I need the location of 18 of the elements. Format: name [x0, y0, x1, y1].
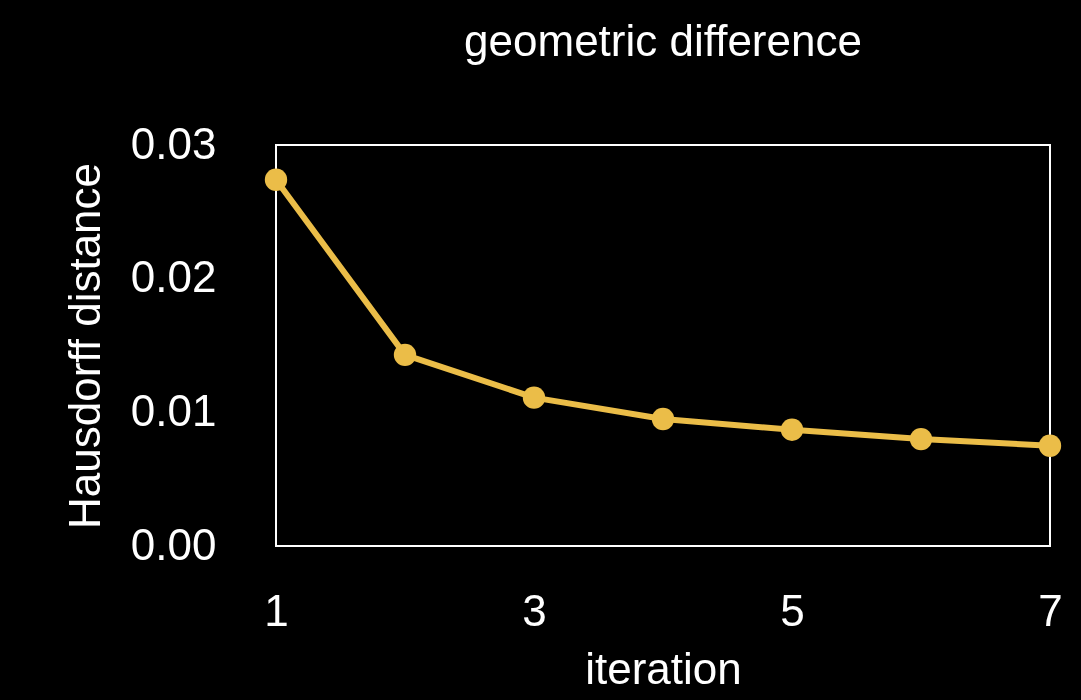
point [909, 427, 933, 451]
point [264, 168, 288, 191]
y-tick-label: 0.03 [130, 118, 217, 168]
x-tick-label: 7 [1038, 585, 1063, 635]
chart-title: geometric difference [464, 16, 862, 65]
y-tick-label: 0.00 [130, 519, 217, 569]
x-axis-title: iteration [585, 643, 742, 693]
point [393, 343, 417, 367]
point [651, 407, 675, 431]
y-tick-label: 0.02 [130, 252, 217, 302]
point [780, 418, 804, 441]
x-tick-label: 1 [264, 585, 289, 635]
x-tick-label: 3 [522, 585, 547, 635]
y-tick-label: 0.01 [130, 385, 217, 435]
y-axis-title: Hausdorff distance [59, 162, 109, 530]
x-tick-label: 5 [780, 585, 805, 635]
point [1038, 434, 1062, 457]
point [522, 386, 546, 409]
